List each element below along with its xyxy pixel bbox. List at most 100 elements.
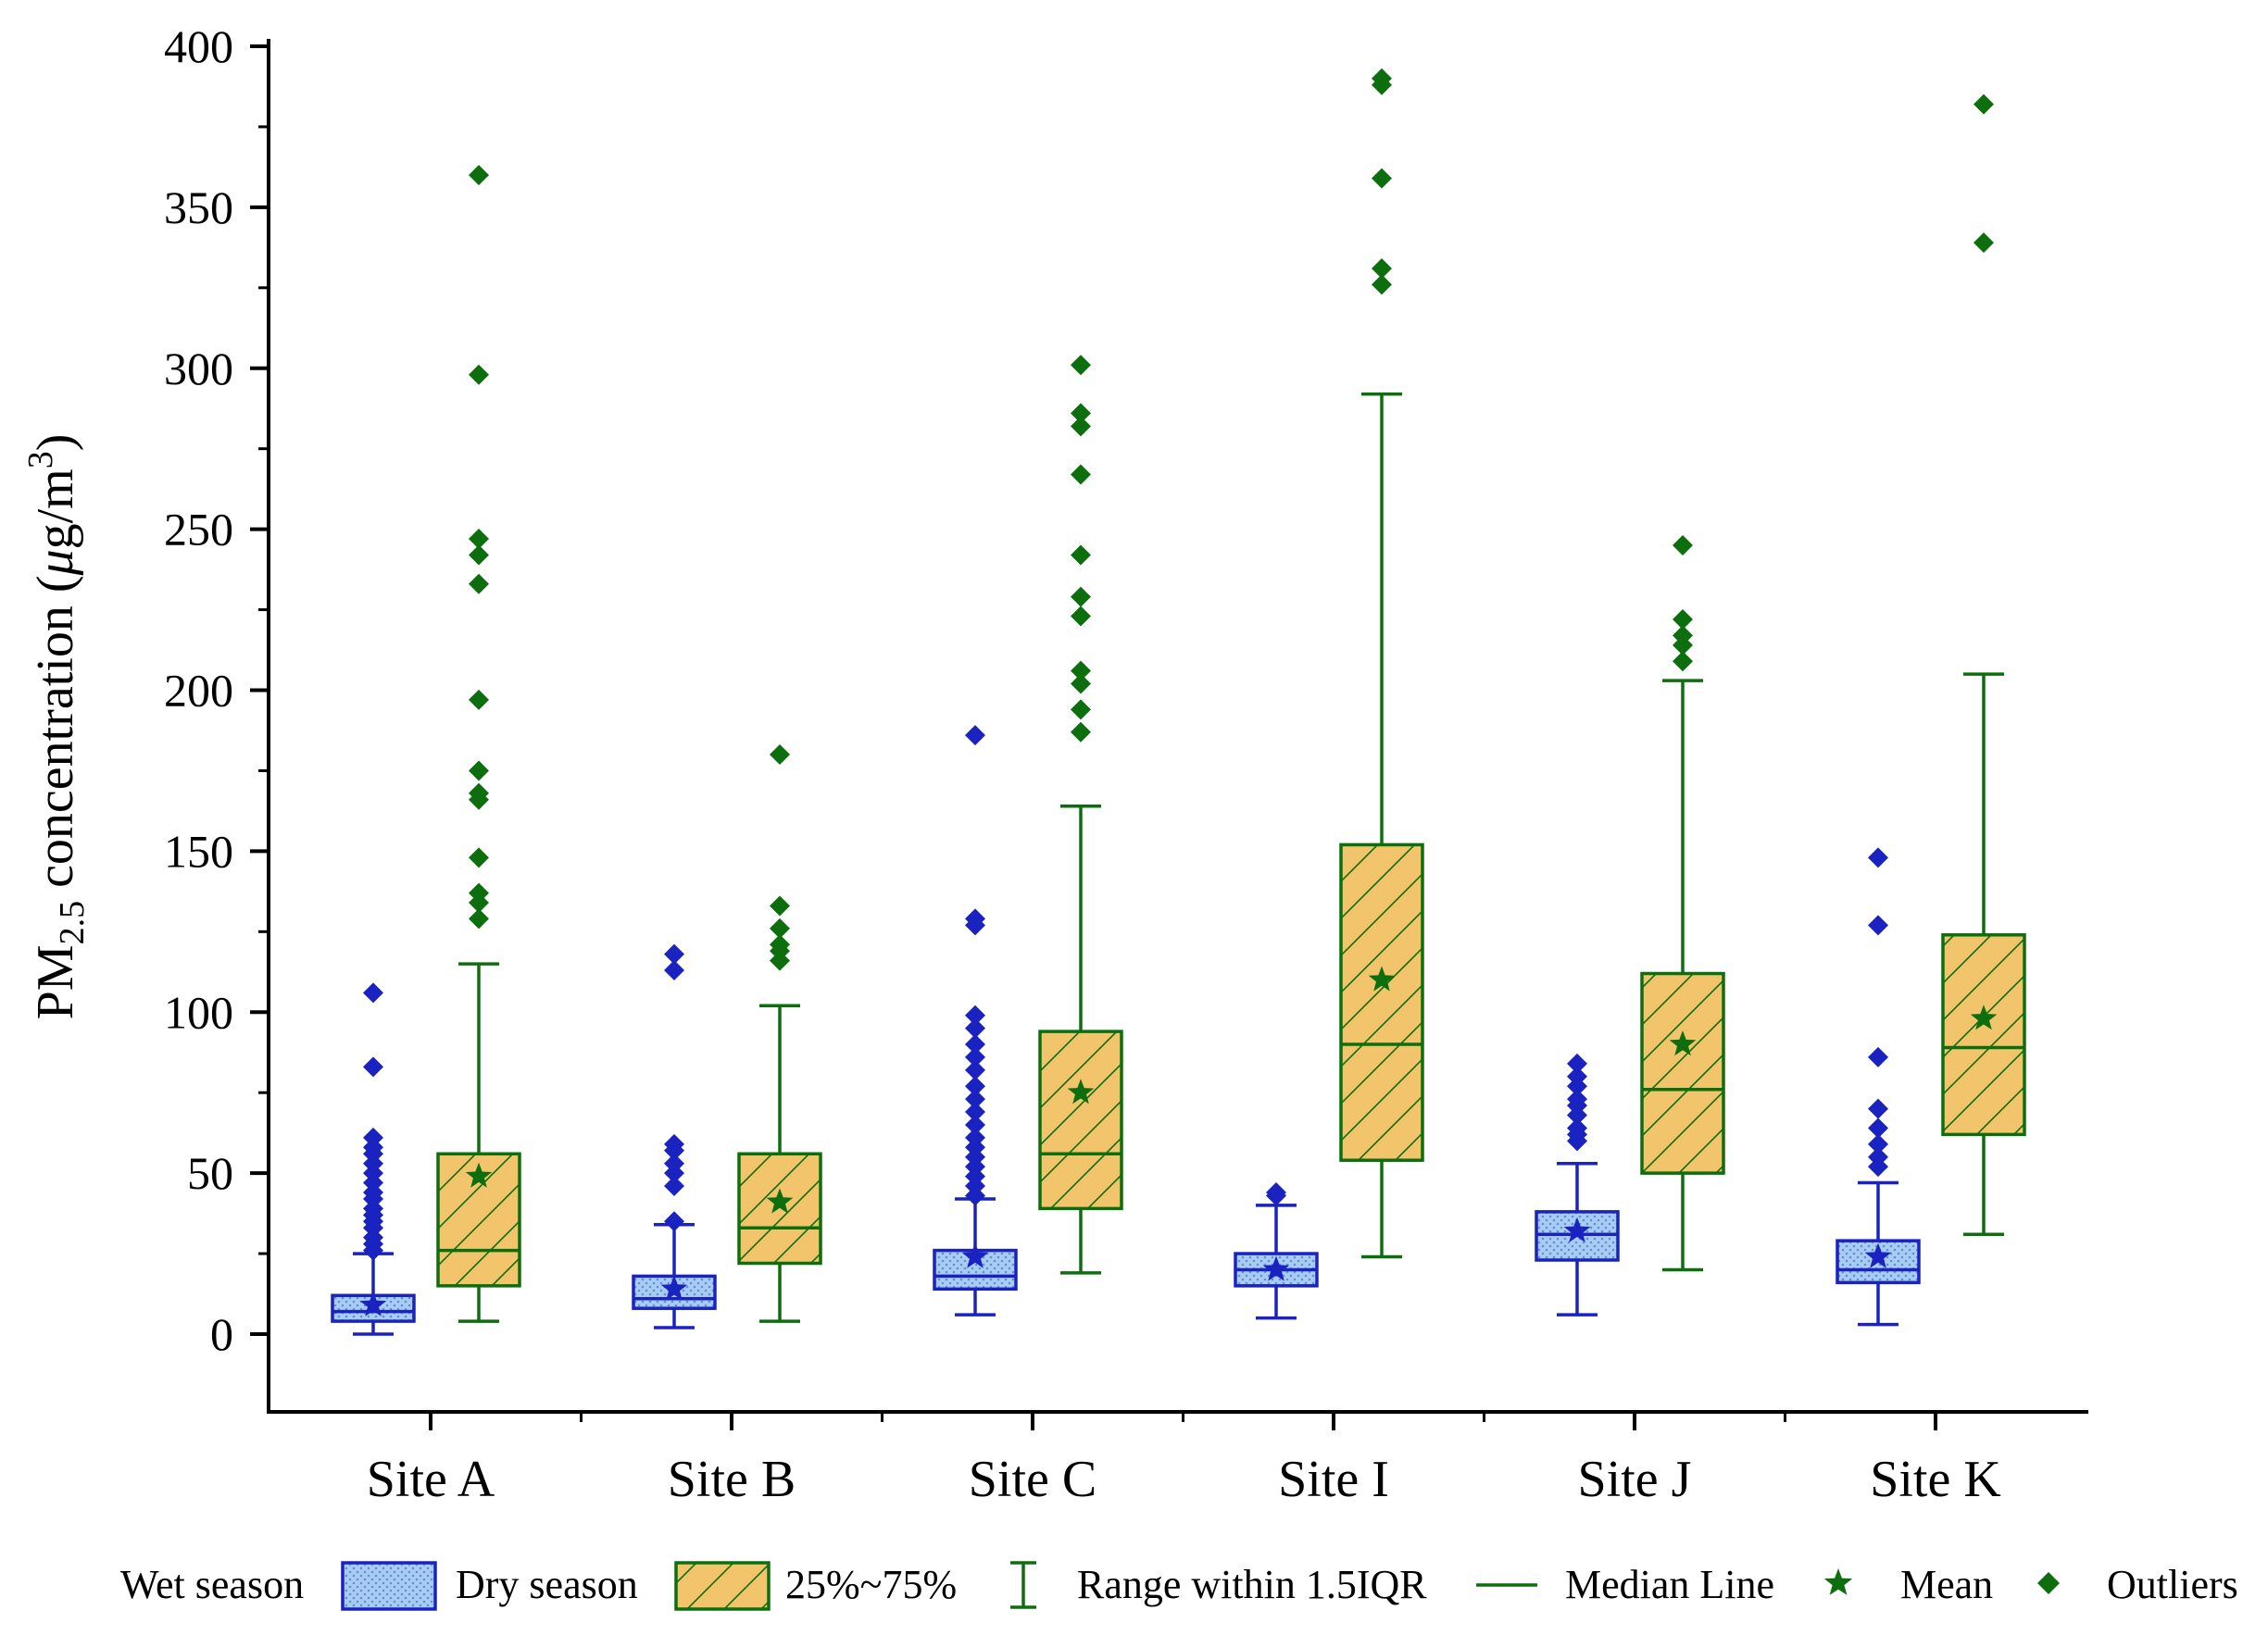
wet-outlier-point [1868,1098,1888,1119]
wet-outlier-point [965,725,985,746]
wet-outlier-point [1567,1053,1587,1074]
legend-label-median: Median Line [1565,1562,1774,1607]
wet-box-group [933,725,1018,1317]
wet-outlier-point [965,1114,985,1135]
y-tick-label: 300 [164,343,233,394]
dry-outlier-point [469,544,489,566]
dry-outlier-point [469,165,489,186]
y-tick-label: 200 [164,665,233,717]
x-category-label: Site I [1278,1451,1389,1508]
dry-outlier-point [1974,94,1994,115]
wet-mean-marker [1864,1242,1892,1268]
legend-label-range: Range within 1.5IQR [1077,1562,1427,1607]
dry-iqr-box [1941,933,2026,1137]
legend-label-mean: Mean [1900,1562,1993,1607]
legend-label-dry-season: Dry season [456,1562,638,1607]
wet-outlier-point [363,1056,383,1078]
dry-outlier-point [469,908,489,930]
wet-outlier-point [965,1089,985,1110]
y-tick-label: 250 [164,504,233,555]
wet-mean-marker [660,1275,688,1301]
legend-mean-icon [1823,1568,1853,1595]
dry-mean-marker [1970,1005,1998,1030]
dry-outlier-point [770,744,790,766]
wet-box-group [632,943,717,1329]
dry-outlier-point [1673,608,1693,630]
dry-outlier-point [1372,168,1392,189]
wet-outlier-point [1868,1146,1888,1167]
y-tick-label: 0 [210,1308,233,1360]
dry-mean-marker [465,1162,493,1188]
wet-outlier-point [965,1127,985,1148]
dry-box-group [1339,68,1424,1259]
dry-outlier-point [770,917,790,939]
dry-iqr-box [1640,971,1725,1175]
wet-outlier-point [1868,1133,1888,1154]
boxes-layer [331,68,2026,1336]
dry-outlier-point [469,689,489,710]
dry-outlier-point [1372,257,1392,279]
wet-outlier-point [1868,1117,1888,1139]
dry-outlier-point [469,782,489,804]
wet-outlier-point [664,1176,684,1197]
dry-outlier-point [1673,651,1693,672]
y-tick-label: 150 [164,825,233,877]
dry-box-group [1941,94,2026,1236]
dry-outlier-point [770,934,790,955]
wet-outlier-point [965,1046,985,1067]
dry-outlier-point [1071,660,1091,681]
dry-outlier-point [1372,274,1392,295]
dry-outlier-point [1071,403,1091,424]
dry-mean-marker [1368,966,1396,992]
wet-mean-marker [1262,1255,1290,1281]
dry-outlier-point [1071,355,1091,376]
dry-mean-marker [766,1188,794,1214]
wet-outlier-point [965,1076,985,1097]
wet-outlier-point [965,1005,985,1026]
x-category-label: Site B [668,1451,796,1508]
wet-outlier-point [1567,1117,1587,1139]
y-tick-label: 400 [164,20,233,72]
wet-outlier-point [1868,847,1888,868]
wet-outlier-point [664,1133,684,1154]
dry-box-group [737,744,822,1323]
dry-outlier-point [1071,544,1091,566]
legend-label-outliers: Outliers [2107,1562,2238,1607]
dry-outlier-point [1071,416,1091,437]
y-tick-label: 50 [187,1147,233,1199]
dry-mean-marker [1067,1079,1095,1105]
wet-outlier-point [664,960,684,981]
wet-outlier-point [965,1102,985,1123]
dry-outlier-point [469,364,489,385]
dry-outlier-point [1673,535,1693,556]
dry-mean-marker [1669,1030,1697,1056]
wet-box-group [331,982,416,1336]
wet-box-group [1836,847,1921,1327]
dry-iqr-box [1038,1030,1123,1211]
y-tick-label: 350 [164,181,233,233]
y-tick-label: 100 [164,986,233,1038]
wet-outlier-point [1266,1181,1286,1203]
wet-outlier-point [965,908,985,930]
x-category-label: Site A [367,1451,495,1508]
wet-outlier-point [965,1017,985,1039]
legend: Wet season Dry season 25%~75% Range within … [120,1561,2238,1611]
x-category-label: Site C [969,1451,1096,1508]
wet-outlier-point [363,1127,383,1148]
legend-label-iqr: 25%~75% [785,1562,957,1607]
legend-swatch-dry-season [674,1561,771,1611]
dry-iqr-box [1339,842,1424,1162]
dry-box-group [1038,355,1123,1275]
x-category-label: Site K [1870,1451,2001,1508]
dry-outlier-point [469,573,489,594]
wet-outlier-point [664,1211,684,1232]
dry-outlier-point [1071,721,1091,743]
dry-outlier-point [469,882,489,904]
axes-layer: 0 50 100 150 200 250 300 350 400 Site A Site B Site… [21,20,2088,1508]
legend-swatch-wet-season [341,1561,437,1611]
dry-iqr-box [737,1152,822,1266]
wet-outlier-point [1567,1066,1587,1087]
wet-outlier-point [1567,1089,1587,1110]
